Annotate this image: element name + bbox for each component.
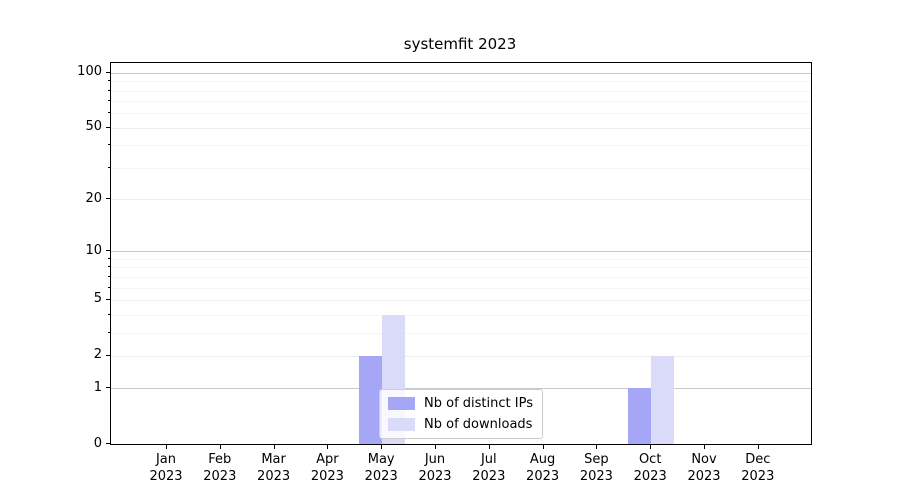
gridline-y-90 bbox=[111, 81, 811, 83]
gridline-y-50 bbox=[111, 127, 811, 129]
y-tick-label-20: 20 bbox=[85, 190, 102, 206]
legend: Nb of distinct IPs Nb of downloads bbox=[379, 389, 543, 439]
gridline-y-70 bbox=[111, 101, 811, 103]
x-tick-label-jul-2023: Jul 2023 bbox=[472, 452, 506, 484]
x-tick-mark-10 bbox=[704, 445, 705, 449]
legend-label: Nb of downloads bbox=[424, 417, 533, 432]
gridline-y-9 bbox=[111, 258, 811, 260]
y-tick-mark-0 bbox=[106, 443, 110, 444]
plot-area: Nb of distinct IPs Nb of downloads bbox=[110, 62, 812, 445]
gridline-y-60 bbox=[111, 113, 811, 115]
gridline-y-1 bbox=[111, 388, 811, 390]
y-tick-label-5: 5 bbox=[93, 291, 102, 307]
legend-swatch-icon bbox=[388, 397, 416, 410]
x-tick-mark-8 bbox=[596, 445, 598, 449]
x-tick-label-dec-2023: Dec 2023 bbox=[741, 452, 775, 484]
y-tick-label-1: 1 bbox=[93, 379, 102, 395]
y-minor-tick-mark-40 bbox=[108, 144, 110, 146]
y-tick-label-2: 2 bbox=[93, 347, 102, 363]
y-tick-label-50: 50 bbox=[85, 119, 102, 135]
x-tick-mark-7 bbox=[542, 445, 544, 449]
gridline-y-8 bbox=[111, 267, 811, 269]
y-tick-label-0: 0 bbox=[93, 435, 102, 451]
y-minor-tick-mark-6 bbox=[108, 286, 110, 288]
legend-label: Nb of distinct IPs bbox=[424, 396, 533, 411]
gridline-y-10 bbox=[111, 251, 811, 253]
y-tick-mark-2 bbox=[106, 354, 110, 356]
x-tick-mark-9 bbox=[650, 445, 652, 449]
y-minor-tick-mark-30 bbox=[108, 166, 110, 168]
bar-nb-of-distinct-ips-oct-2023 bbox=[628, 388, 652, 444]
x-tick-label-mar-2023: Mar 2023 bbox=[257, 452, 291, 484]
x-tick-label-apr-2023: Apr 2023 bbox=[310, 452, 344, 484]
x-tick-mark-11 bbox=[757, 445, 759, 449]
y-tick-mark-5 bbox=[106, 298, 110, 300]
y-tick-mark-1 bbox=[106, 387, 110, 389]
gridline-y-2 bbox=[111, 355, 811, 357]
gridline-y-80 bbox=[111, 90, 811, 92]
gridline-y-3 bbox=[111, 332, 811, 334]
x-tick-label-oct-2023: Oct 2023 bbox=[633, 452, 667, 484]
y-minor-tick-mark-90 bbox=[108, 80, 110, 82]
legend-entry-0: Nb of distinct IPs bbox=[388, 396, 533, 411]
y-minor-tick-mark-9 bbox=[108, 257, 110, 259]
x-tick-mark-1 bbox=[219, 445, 221, 449]
y-minor-tick-mark-60 bbox=[108, 112, 110, 114]
x-tick-mark-5 bbox=[435, 445, 436, 449]
gridline-y-5 bbox=[111, 299, 811, 301]
y-minor-tick-mark-80 bbox=[108, 89, 110, 91]
legend-entry-1: Nb of downloads bbox=[388, 417, 533, 432]
y-tick-mark-20 bbox=[106, 198, 110, 200]
y-tick-mark-50 bbox=[106, 126, 110, 128]
bar-nb-of-distinct-ips-may-2023 bbox=[359, 355, 383, 444]
y-minor-tick-mark-7 bbox=[108, 275, 110, 277]
gridline-y-20 bbox=[111, 199, 811, 201]
x-tick-mark-3 bbox=[327, 445, 329, 449]
y-tick-label-10: 10 bbox=[85, 242, 102, 258]
gridline-y-100 bbox=[111, 72, 811, 74]
x-tick-label-may-2023: May 2023 bbox=[364, 452, 398, 484]
y-minor-tick-mark-4 bbox=[108, 313, 110, 315]
gridline-y-7 bbox=[111, 276, 811, 278]
chart-title: systemfit 2023 bbox=[403, 35, 517, 53]
gridline-y-4 bbox=[111, 314, 811, 316]
x-tick-label-jan-2023: Jan 2023 bbox=[149, 452, 183, 484]
x-tick-label-feb-2023: Feb 2023 bbox=[203, 452, 237, 484]
y-minor-tick-mark-8 bbox=[108, 266, 110, 268]
x-tick-mark-4 bbox=[381, 445, 383, 449]
y-tick-label-100: 100 bbox=[77, 64, 102, 80]
x-tick-mark-2 bbox=[273, 445, 275, 449]
gridline-y-6 bbox=[111, 287, 811, 289]
x-tick-label-aug-2023: Aug 2023 bbox=[526, 452, 560, 484]
gridline-y-30 bbox=[111, 167, 811, 169]
y-minor-tick-mark-3 bbox=[108, 331, 110, 333]
y-tick-mark-10 bbox=[106, 250, 110, 252]
x-tick-label-jun-2023: Jun 2023 bbox=[418, 452, 452, 484]
x-tick-label-nov-2023: Nov 2023 bbox=[687, 452, 721, 484]
bar-nb-of-downloads-oct-2023 bbox=[651, 355, 675, 444]
y-minor-tick-mark-70 bbox=[108, 100, 110, 102]
x-tick-mark-0 bbox=[166, 445, 167, 449]
gridline-y-40 bbox=[111, 145, 811, 147]
legend-swatch-icon bbox=[388, 418, 416, 431]
y-tick-mark-100 bbox=[106, 71, 110, 73]
x-tick-label-sep-2023: Sep 2023 bbox=[579, 452, 613, 484]
x-tick-mark-6 bbox=[488, 445, 490, 449]
